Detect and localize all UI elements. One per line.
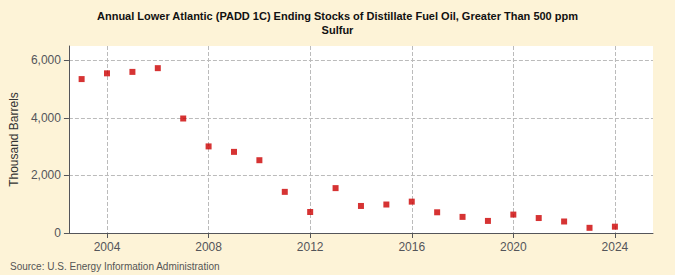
svg-text:2016: 2016 bbox=[398, 240, 425, 254]
svg-text:2020: 2020 bbox=[500, 240, 527, 254]
svg-text:Source: U.S. Energy Informatio: Source: U.S. Energy Information Administ… bbox=[10, 261, 220, 272]
svg-text:2012: 2012 bbox=[297, 240, 324, 254]
svg-text:Sulfur: Sulfur bbox=[322, 24, 354, 36]
svg-text:2008: 2008 bbox=[195, 240, 222, 254]
svg-text:0: 0 bbox=[54, 226, 61, 240]
svg-text:Thousand Barrels: Thousand Barrels bbox=[7, 92, 21, 187]
svg-text:2,000: 2,000 bbox=[31, 168, 61, 182]
svg-text:2004: 2004 bbox=[94, 240, 121, 254]
svg-text:6,000: 6,000 bbox=[31, 53, 61, 67]
svg-text:Annual Lower Atlantic (PADD 1C: Annual Lower Atlantic (PADD 1C) Ending S… bbox=[97, 10, 578, 22]
svg-text:4,000: 4,000 bbox=[31, 111, 61, 125]
svg-text:2024: 2024 bbox=[602, 240, 629, 254]
